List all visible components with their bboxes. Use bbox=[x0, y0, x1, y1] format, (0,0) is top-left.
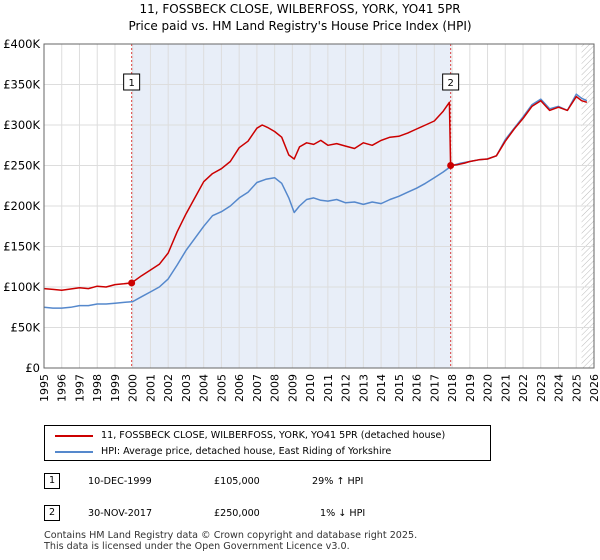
y-tick-label: £50K bbox=[11, 321, 41, 335]
x-tick-label: 1999 bbox=[109, 374, 122, 402]
transaction-price: £250,000 bbox=[214, 508, 260, 519]
marker-badge-label: 1 bbox=[128, 78, 134, 89]
transaction-number: 1 bbox=[44, 473, 60, 489]
x-tick-label: 2019 bbox=[464, 374, 477, 402]
transaction-number: 2 bbox=[44, 505, 60, 521]
footer-copyright: Contains HM Land Registry data © Crown c… bbox=[44, 530, 418, 541]
x-tick-label: 2003 bbox=[180, 374, 193, 402]
price-chart: £0 £50K £100K £150K £200K £250K £300K £350K £400… bbox=[3, 37, 600, 402]
y-tick-label: £150K bbox=[3, 240, 40, 254]
transaction-hpi: 29% ↑ HPI bbox=[312, 476, 364, 487]
x-tick-label: 2014 bbox=[375, 374, 388, 402]
x-tick-label: 1997 bbox=[73, 374, 86, 402]
legend-label-property: 11, FOSSBECK CLOSE, WILBERFOSS, YORK, YO… bbox=[101, 430, 446, 441]
x-tick-label: 2018 bbox=[446, 374, 459, 402]
transaction-date: 30-NOV-2017 bbox=[88, 508, 153, 519]
legend-swatch-property bbox=[55, 435, 93, 437]
x-tick-label: 2015 bbox=[393, 374, 406, 402]
x-tick-label: 2016 bbox=[411, 374, 424, 402]
marker-badge bbox=[123, 73, 141, 91]
chart-subtitle: Price paid vs. HM Land Registry's House … bbox=[128, 19, 472, 33]
x-tick-label: 1998 bbox=[91, 374, 104, 402]
y-tick-label: £0 bbox=[25, 361, 40, 375]
x-tick-label: 2004 bbox=[198, 374, 211, 402]
x-tick-label: 2010 bbox=[304, 374, 317, 402]
marker-badge-label: 2 bbox=[447, 78, 453, 89]
y-tick-label: £100K bbox=[3, 280, 40, 294]
x-tick-label: 2001 bbox=[144, 374, 157, 402]
price-series-line bbox=[450, 95, 588, 167]
x-tick-label: 2022 bbox=[517, 374, 530, 402]
marker-badge bbox=[442, 73, 460, 91]
x-tick-label: 2000 bbox=[127, 374, 140, 402]
x-tick-label: 1996 bbox=[56, 374, 69, 402]
x-tick-label: 2006 bbox=[233, 374, 246, 402]
sale-point bbox=[447, 162, 455, 169]
x-tick-label: 2024 bbox=[553, 374, 566, 402]
sale-point bbox=[128, 279, 136, 287]
legend-swatch-hpi bbox=[55, 451, 93, 453]
x-tick-label: 2002 bbox=[162, 374, 175, 402]
x-tick-label: 2005 bbox=[215, 374, 228, 402]
y-tick-label: £400K bbox=[3, 37, 40, 51]
y-tick-label: £250K bbox=[3, 159, 40, 173]
x-tick-label: 2008 bbox=[269, 374, 282, 402]
x-tick-label: 1995 bbox=[38, 374, 51, 402]
x-tick-label: 2025 bbox=[570, 374, 583, 402]
x-tick-label: 2026 bbox=[588, 374, 600, 402]
transaction-price: £105,000 bbox=[214, 476, 260, 487]
transaction-date: 10-DEC-1999 bbox=[88, 476, 152, 487]
x-tick-label: 2020 bbox=[482, 374, 495, 402]
y-tick-label: £200K bbox=[3, 199, 40, 213]
transaction-hpi: 1% ↓ HPI bbox=[320, 508, 366, 519]
x-tick-label: 2007 bbox=[251, 374, 264, 402]
chart-title: 11, FOSSBECK CLOSE, WILBERFOSS, YORK, YO… bbox=[139, 2, 461, 16]
x-tick-label: 2013 bbox=[357, 374, 370, 402]
x-tick-label: 2011 bbox=[322, 374, 335, 402]
y-tick-label: £350K bbox=[3, 78, 40, 92]
footer-licence: This data is licensed under the Open Gov… bbox=[44, 541, 350, 552]
legend: 11, FOSSBECK CLOSE, WILBERFOSS, YORK, YO… bbox=[44, 425, 491, 461]
legend-label-hpi: HPI: Average price, detached house, East… bbox=[101, 446, 392, 457]
x-tick-label: 2023 bbox=[535, 374, 548, 402]
x-tick-label: 2012 bbox=[340, 374, 353, 402]
x-tick-label: 2017 bbox=[428, 374, 441, 402]
y-tick-label: £300K bbox=[3, 118, 40, 132]
plot-border bbox=[43, 43, 595, 369]
price-series-line bbox=[43, 101, 452, 291]
x-tick-label: 2021 bbox=[499, 374, 512, 402]
x-tick-label: 2009 bbox=[286, 374, 299, 402]
